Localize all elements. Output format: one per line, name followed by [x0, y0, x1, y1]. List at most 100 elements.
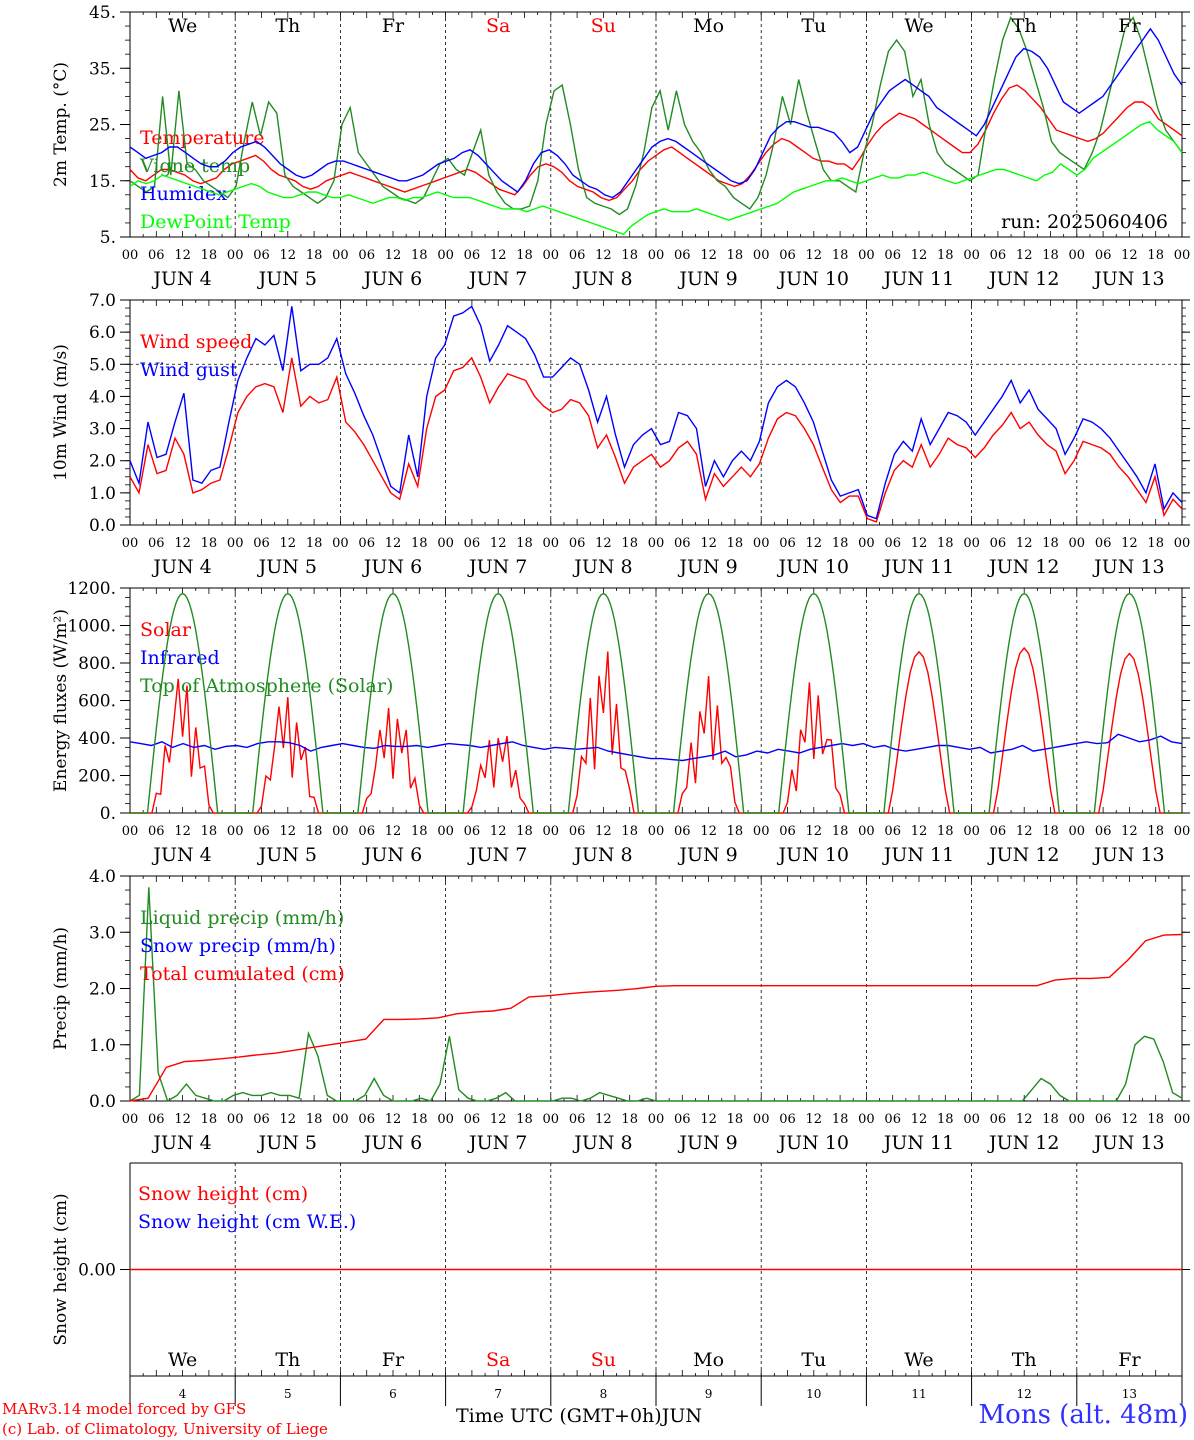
date-label: JUN 13 [1092, 1132, 1164, 1154]
day-number-label: 9 [705, 1387, 713, 1401]
day-number-label: 7 [494, 1387, 502, 1401]
hour-tick-label: 06 [779, 248, 796, 263]
hour-tick-label: 06 [358, 248, 375, 263]
series-wind-speed [129, 356, 1183, 523]
legend-series-wind-speed: Wind speed [140, 331, 252, 353]
hour-tick-label: 12 [385, 824, 402, 839]
legend-series-temperature: Temperature [140, 127, 264, 149]
hour-tick-label: 06 [884, 248, 901, 263]
date-label: JUN 9 [677, 1132, 737, 1154]
y-tick-label: 1.0 [89, 1036, 116, 1056]
series-total-cumulated-cm- [129, 933, 1183, 1102]
hour-tick-label: 12 [1016, 1112, 1033, 1127]
hour-tick-label: 12 [595, 1112, 612, 1127]
weekday-label: Th [275, 15, 300, 37]
hour-tick-label: 00 [753, 536, 770, 551]
day-number-label: 4 [179, 1387, 187, 1401]
weekday-label-bottom: Mo [693, 1349, 724, 1371]
day-number-label: 10 [806, 1387, 821, 1401]
legend-series-vigne-temp: Vigne temp [139, 155, 250, 177]
y-tick-label: 0. [100, 804, 116, 824]
hour-tick-label: 00 [437, 1112, 454, 1127]
hour-tick-label: 06 [464, 248, 481, 263]
y-axis-label: 10m Wind (m/s) [51, 344, 71, 481]
hour-tick-label: 00 [858, 248, 875, 263]
hour-tick-label: 00 [648, 1112, 665, 1127]
hour-tick-label: 06 [253, 536, 270, 551]
date-label: JUN 5 [257, 1132, 317, 1154]
hour-tick-label: 00 [437, 536, 454, 551]
weekday-label-bottom: We [904, 1349, 933, 1371]
weekday-label: Mo [693, 15, 724, 37]
hour-tick-label: 12 [700, 536, 717, 551]
hour-tick-label: 00 [1069, 1112, 1086, 1127]
hour-tick-label: 06 [358, 536, 375, 551]
hour-tick-label: 00 [1069, 536, 1086, 551]
weekday-label-bottom: Su [591, 1349, 616, 1371]
date-label: JUN 9 [677, 268, 737, 290]
hour-tick-label: 18 [1042, 824, 1059, 839]
date-label: JUN 12 [987, 556, 1059, 578]
day-number-label: 8 [600, 1387, 608, 1401]
hour-tick-label: 12 [385, 248, 402, 263]
hour-tick-label: 00 [332, 1112, 349, 1127]
date-label: JUN 4 [151, 844, 211, 866]
date-label: JUN 6 [362, 556, 422, 578]
weekday-label-bottom: We [168, 1349, 197, 1371]
hour-tick-label: 00 [858, 536, 875, 551]
hour-tick-label: 00 [332, 824, 349, 839]
hour-tick-label: 00 [963, 536, 980, 551]
y-tick-label: 6.0 [89, 323, 116, 343]
hour-tick-label: 00 [227, 536, 244, 551]
hour-tick-label: 12 [1016, 824, 1033, 839]
hour-tick-label: 00 [437, 824, 454, 839]
hour-tick-label: 18 [201, 824, 218, 839]
hour-tick-label: 00 [1069, 248, 1086, 263]
hour-tick-label: 06 [1095, 248, 1112, 263]
hour-tick-label: 12 [911, 1112, 928, 1127]
hour-tick-label: 00 [858, 824, 875, 839]
series-humidex [129, 27, 1183, 199]
hour-tick-label: 12 [280, 248, 297, 263]
date-label: JUN 7 [467, 556, 527, 578]
hour-tick-label: 12 [911, 536, 928, 551]
hour-tick-label: 18 [411, 1112, 428, 1127]
date-label: JUN 7 [467, 1132, 527, 1154]
hour-tick-label: 06 [569, 248, 586, 263]
hour-tick-label: 06 [779, 824, 796, 839]
series-wind-gust [129, 305, 1183, 520]
date-label: JUN 10 [777, 1132, 849, 1154]
hour-tick-label: 12 [490, 1112, 507, 1127]
hour-tick-label: 12 [174, 248, 191, 263]
hour-tick-label: 06 [884, 824, 901, 839]
hour-tick-label: 06 [148, 824, 165, 839]
date-label: JUN 13 [1092, 268, 1164, 290]
y-axis-label: 2m Temp. (°C) [51, 62, 71, 187]
hour-tick-label: 12 [280, 536, 297, 551]
y-tick-label: 0.0 [89, 1092, 116, 1112]
date-label: JUN 5 [257, 844, 317, 866]
date-label: JUN 5 [257, 268, 317, 290]
hour-tick-label: 12 [1121, 824, 1138, 839]
hour-tick-label: 18 [516, 1112, 533, 1127]
hour-tick-label: 18 [832, 1112, 849, 1127]
hour-tick-label: 18 [1042, 248, 1059, 263]
hour-tick-label: 06 [674, 1112, 691, 1127]
date-label: JUN 6 [362, 1132, 422, 1154]
panel-1: 5. 15. 25. 35. 45. 2m Temp. (°C) 00 06 12 18 JUN 4… [51, 3, 1190, 290]
hour-tick-label: 18 [937, 1112, 954, 1127]
hour-tick-label: 06 [358, 824, 375, 839]
station-name: Mons (alt. 48m) [978, 1400, 1188, 1430]
hour-tick-label: 12 [595, 536, 612, 551]
weekday-label: Tu [801, 15, 826, 37]
hour-tick-label: 18 [832, 824, 849, 839]
date-label: JUN 13 [1092, 844, 1164, 866]
hour-tick-label: 00 [648, 248, 665, 263]
hour-tick-label: 18 [727, 824, 744, 839]
hour-tick-label: 00 [543, 536, 560, 551]
y-axis-label: Energy fluxes (W/m²) [51, 609, 71, 792]
hour-tick-label: 06 [674, 536, 691, 551]
hour-tick-label: 00 [543, 1112, 560, 1127]
hour-tick-label: 12 [806, 248, 823, 263]
hour-tick-label: 00 [543, 248, 560, 263]
